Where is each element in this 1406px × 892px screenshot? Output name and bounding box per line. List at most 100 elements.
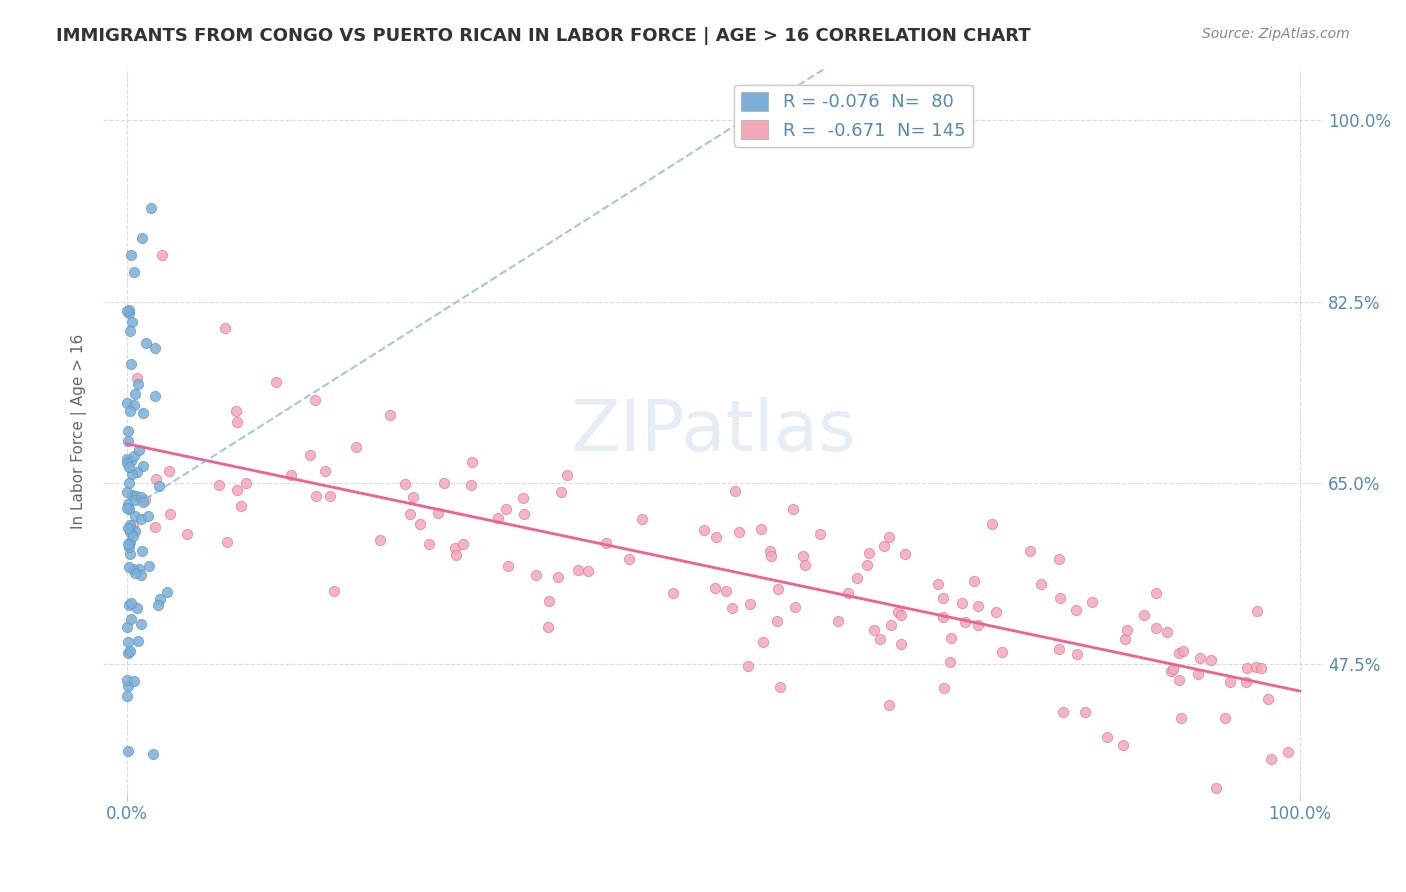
Point <box>159 507 181 521</box>
Point <box>118 460 141 475</box>
Point <box>1213 710 1236 724</box>
Point <box>143 389 166 403</box>
Point <box>127 377 149 392</box>
Point <box>118 306 141 320</box>
Point <box>264 375 287 389</box>
Point <box>115 673 138 687</box>
Point <box>121 518 143 533</box>
Point <box>1168 646 1191 660</box>
Point <box>1188 650 1211 665</box>
Point <box>120 611 142 625</box>
Point <box>1236 661 1258 675</box>
Point <box>394 477 416 491</box>
Point <box>344 440 367 454</box>
Point <box>537 620 560 634</box>
Point <box>433 475 456 490</box>
Point <box>127 371 149 385</box>
Point <box>486 510 509 524</box>
Point <box>120 596 142 610</box>
Point <box>792 549 814 564</box>
Point <box>129 512 152 526</box>
Point <box>225 415 247 429</box>
Point <box>1066 647 1088 661</box>
Point <box>125 601 148 615</box>
Point <box>122 265 145 279</box>
Point <box>1234 675 1257 690</box>
Point <box>984 605 1007 619</box>
Point <box>120 823 142 838</box>
Point <box>117 425 139 439</box>
Point <box>932 591 955 605</box>
Point <box>880 618 903 632</box>
Point <box>1187 667 1209 681</box>
Point <box>1246 604 1268 618</box>
Point <box>132 406 155 420</box>
Text: Source: ZipAtlas.com: Source: ZipAtlas.com <box>1202 27 1350 41</box>
Point <box>122 562 145 576</box>
Point <box>981 517 1004 532</box>
Point <box>662 585 685 599</box>
Point <box>704 581 727 595</box>
Point <box>932 609 955 624</box>
Text: ZIPatlas: ZIPatlas <box>571 397 856 466</box>
Point <box>939 632 962 646</box>
Point <box>225 404 247 418</box>
Point <box>156 585 179 599</box>
Point <box>498 558 520 573</box>
Point <box>132 459 155 474</box>
Point <box>305 489 328 503</box>
Point <box>524 567 547 582</box>
Point <box>1170 711 1192 725</box>
Point <box>131 495 153 509</box>
Point <box>134 492 156 507</box>
Point <box>856 558 879 573</box>
Point <box>124 566 146 581</box>
Point <box>314 464 336 478</box>
Point <box>1116 623 1139 637</box>
Point <box>1132 607 1154 622</box>
Point <box>402 491 425 505</box>
Point <box>157 464 180 478</box>
Point <box>737 659 759 673</box>
Point <box>117 646 139 660</box>
Point <box>117 502 139 516</box>
Point <box>1049 591 1071 605</box>
Point <box>117 302 139 317</box>
Point <box>752 634 775 648</box>
Point <box>877 530 900 544</box>
Point <box>827 614 849 628</box>
Point <box>759 549 782 564</box>
Point <box>120 518 142 533</box>
Point <box>1074 705 1097 719</box>
Point <box>547 570 569 584</box>
Point <box>538 594 561 608</box>
Point <box>418 536 440 550</box>
Point <box>630 512 652 526</box>
Point <box>877 698 900 713</box>
Point <box>122 529 145 543</box>
Point <box>128 443 150 458</box>
Point <box>117 496 139 510</box>
Point <box>117 484 139 499</box>
Point <box>208 478 231 492</box>
Point <box>927 577 949 591</box>
Point <box>869 632 891 647</box>
Point <box>1047 551 1070 566</box>
Point <box>1250 661 1272 675</box>
Point <box>887 605 910 619</box>
Point <box>1205 780 1227 795</box>
Point <box>323 584 346 599</box>
Point <box>991 645 1014 659</box>
Point <box>115 451 138 466</box>
Point <box>118 404 141 418</box>
Point <box>117 475 139 490</box>
Point <box>1018 544 1040 558</box>
Point <box>117 635 139 649</box>
Point <box>229 499 252 513</box>
Point <box>409 517 432 532</box>
Point <box>135 336 157 351</box>
Point <box>148 479 170 493</box>
Point <box>368 533 391 547</box>
Point <box>299 449 322 463</box>
Point <box>890 607 912 622</box>
